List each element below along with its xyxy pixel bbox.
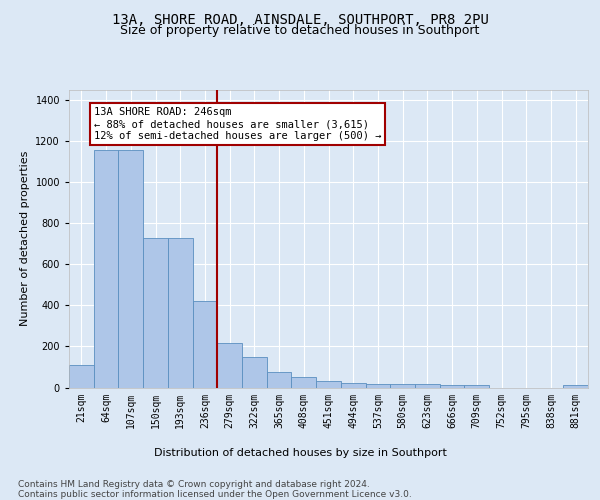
Bar — [440, 384, 464, 388]
Bar — [390, 384, 415, 388]
Bar — [267, 372, 292, 388]
Bar — [563, 384, 588, 388]
Bar — [217, 344, 242, 388]
Bar — [168, 238, 193, 388]
Bar — [365, 384, 390, 388]
Bar — [341, 384, 365, 388]
Bar — [415, 384, 440, 388]
Bar — [242, 356, 267, 388]
Bar — [143, 238, 168, 388]
Text: Distribution of detached houses by size in Southport: Distribution of detached houses by size … — [154, 448, 446, 458]
Bar — [193, 302, 217, 388]
Bar — [464, 384, 489, 388]
Bar — [69, 365, 94, 388]
Bar — [292, 377, 316, 388]
Bar — [316, 381, 341, 388]
Text: Size of property relative to detached houses in Southport: Size of property relative to detached ho… — [121, 24, 479, 37]
Text: 13A, SHORE ROAD, AINSDALE, SOUTHPORT, PR8 2PU: 13A, SHORE ROAD, AINSDALE, SOUTHPORT, PR… — [112, 12, 488, 26]
Text: 13A SHORE ROAD: 246sqm
← 88% of detached houses are smaller (3,615)
12% of semi-: 13A SHORE ROAD: 246sqm ← 88% of detached… — [94, 108, 381, 140]
Y-axis label: Number of detached properties: Number of detached properties — [20, 151, 30, 326]
Text: Contains HM Land Registry data © Crown copyright and database right 2024.
Contai: Contains HM Land Registry data © Crown c… — [18, 480, 412, 499]
Bar — [94, 150, 118, 388]
Bar — [118, 150, 143, 388]
